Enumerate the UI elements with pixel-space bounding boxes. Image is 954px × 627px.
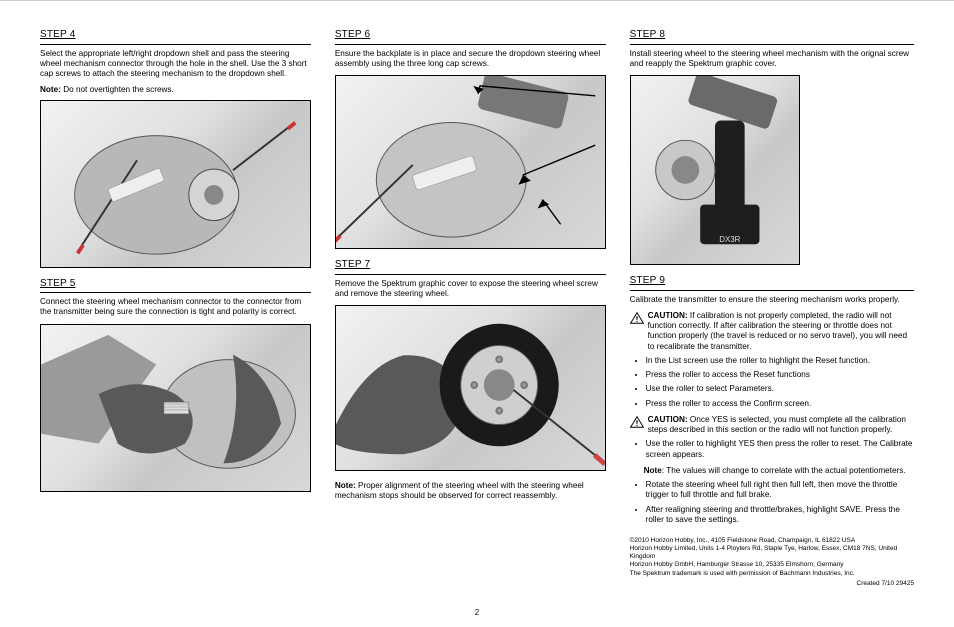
copyright-line: The Spektrum trademark is used with perm… — [630, 570, 914, 578]
column-right: STEP 8 Install steering wheel to the ste… — [630, 29, 914, 577]
step4-body: Select the appropriate left/right dropdo… — [40, 49, 311, 80]
step5-heading-text: STEP 5 — [40, 278, 75, 289]
step9-bullets-3: Rotate the steering wheel full right the… — [646, 480, 914, 525]
step5-heading: STEP 5 — [40, 278, 311, 294]
column-left: STEP 4 Select the appropriate left/right… — [40, 29, 311, 577]
caution2-label: CAUTION: — [648, 415, 688, 424]
copyright-line: ©2010 Horizon Hobby, Inc., 4105 Fieldsto… — [630, 537, 914, 545]
warning-icon — [630, 415, 644, 436]
step9-subnote: Note: The values will change to correlat… — [644, 466, 914, 476]
step4-note-label: Note: — [40, 85, 61, 94]
list-item: In the List screen use the roller to hig… — [646, 356, 914, 366]
step9-subnote-label: Note — [644, 466, 662, 475]
step6-figure — [335, 75, 606, 249]
step4-note-text: Do not overtighten the screws. — [61, 85, 174, 94]
step9-heading-text: STEP 9 — [630, 275, 665, 286]
step7-heading: STEP 7 — [335, 259, 606, 275]
caution1-label: CAUTION: — [648, 311, 688, 320]
step4-figure — [40, 100, 311, 268]
step7-note: Note: Proper alignment of the steering w… — [335, 481, 606, 502]
step6-heading-text: STEP 6 — [335, 29, 370, 40]
step9-bullets-1: In the List screen use the roller to hig… — [646, 356, 914, 409]
copyright-block: ©2010 Horizon Hobby, Inc., 4105 Fieldsto… — [630, 537, 914, 578]
caution2-text-wrap: CAUTION: Once YES is selected, you must … — [648, 415, 914, 436]
columns-container: STEP 4 Select the appropriate left/right… — [40, 29, 914, 577]
list-item: Use the roller to highlight YES then pre… — [646, 439, 914, 460]
step6-heading: STEP 6 — [335, 29, 606, 45]
list-item: Rotate the steering wheel full right the… — [646, 480, 914, 501]
step7-figure — [335, 305, 606, 471]
step9-subnote-text: : The values will change to correlate wi… — [662, 466, 906, 475]
list-item: Press the roller to access the Reset fun… — [646, 370, 914, 380]
step9-heading: STEP 9 — [630, 275, 914, 291]
step4-heading-text: STEP 4 — [40, 29, 75, 40]
column-middle: STEP 6 Ensure the backplate is in place … — [335, 29, 606, 577]
step4-note: Note: Do not overtighten the screws. — [40, 85, 311, 95]
caution-2: CAUTION: Once YES is selected, you must … — [630, 415, 914, 436]
warning-icon — [630, 311, 644, 352]
step7-note-text: Proper alignment of the steering wheel w… — [335, 481, 584, 500]
step9-bullets-2: Use the roller to highlight YES then pre… — [646, 439, 914, 460]
step6-body: Ensure the backplate is in place and sec… — [335, 49, 606, 70]
copyright-line: Horizon Hobby GmbH, Hamburger Strasse 10… — [630, 561, 914, 569]
page-number: 2 — [0, 608, 954, 617]
step7-body: Remove the Spektrum graphic cover to exp… — [335, 279, 606, 300]
step5-body: Connect the steering wheel mechanism con… — [40, 297, 311, 318]
step7-heading-text: STEP 7 — [335, 259, 370, 270]
created-line: Created 7/10 29425 — [630, 580, 914, 588]
svg-text:DX3R: DX3R — [719, 235, 740, 244]
step4-heading: STEP 4 — [40, 29, 311, 45]
step5-figure — [40, 324, 311, 492]
list-item: Press the roller to access the Confirm s… — [646, 399, 914, 409]
step8-heading: STEP 8 — [630, 29, 914, 45]
step8-body: Install steering wheel to the steering w… — [630, 49, 914, 70]
list-item: Use the roller to select Parameters. — [646, 384, 914, 394]
step7-note-label: Note: — [335, 481, 356, 490]
manual-page: STEP 4 Select the appropriate left/right… — [0, 0, 954, 627]
step8-heading-text: STEP 8 — [630, 29, 665, 40]
step9-body: Calibrate the transmitter to ensure the … — [630, 295, 914, 305]
caution-1: CAUTION: If calibration is not properly … — [630, 311, 914, 352]
caution1-text-wrap: CAUTION: If calibration is not properly … — [648, 311, 914, 352]
step8-figure: DX3R — [630, 75, 800, 265]
list-item: After realigning steering and throttle/b… — [646, 505, 914, 526]
copyright-line: Horizon Hobby Limited, Units 1-4 Ployter… — [630, 545, 914, 561]
